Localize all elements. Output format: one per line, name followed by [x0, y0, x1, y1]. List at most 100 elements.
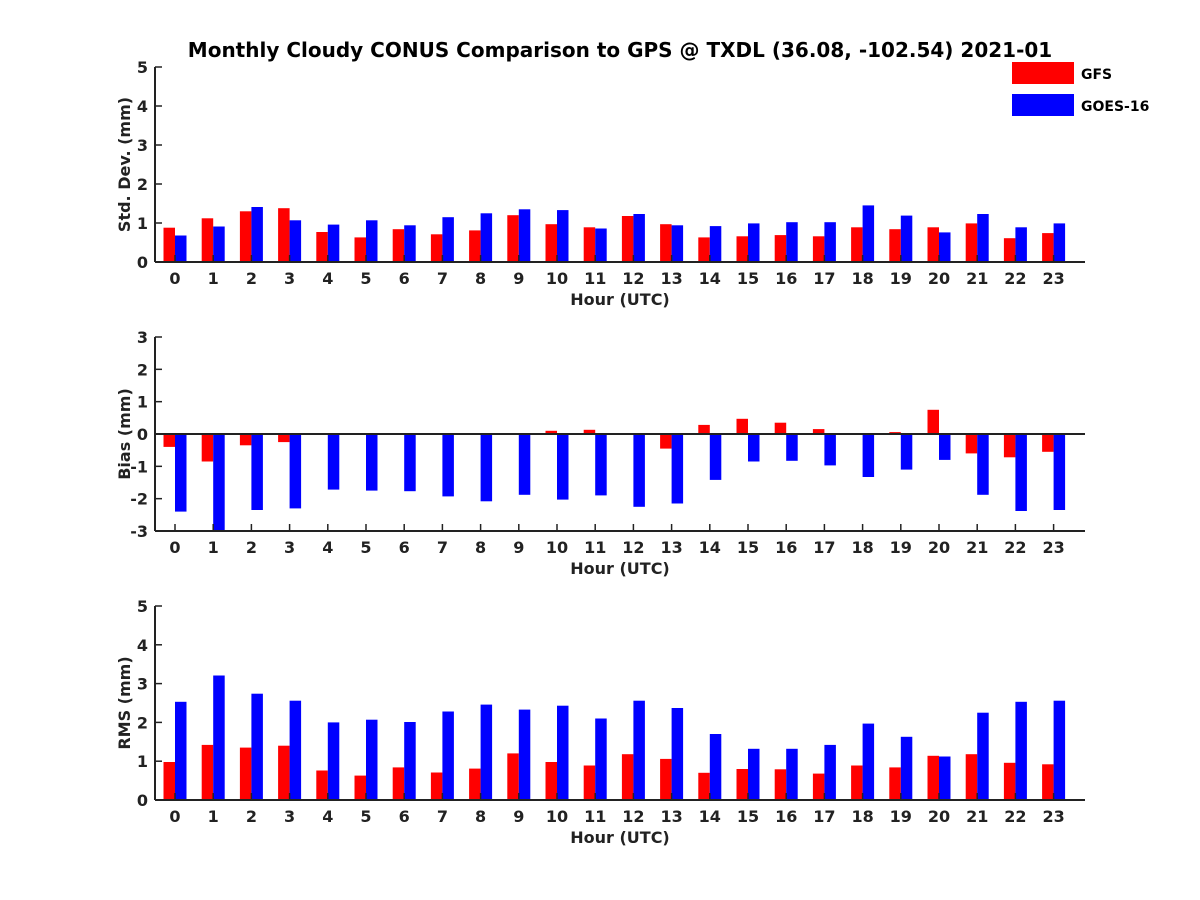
rms-bar-gfs-23 — [1042, 764, 1054, 800]
std-dev-bar-goes16-23 — [1053, 223, 1066, 262]
std-dev-y-tick-label: 1 — [137, 214, 148, 233]
std-dev-x-tick-label: 1 — [208, 269, 219, 288]
bias-x-tick-label: 12 — [622, 538, 644, 557]
rms-bar-goes16-2 — [251, 693, 263, 800]
rms-y-tick-label: 3 — [137, 675, 148, 694]
bias-x-tick-label: 11 — [584, 538, 606, 557]
rms-x-tick-label: 2 — [246, 807, 257, 826]
bias-bar-gfs-10 — [545, 430, 557, 434]
std-dev-x-tick-label: 16 — [775, 269, 797, 288]
rms-x-tick-label: 19 — [890, 807, 912, 826]
rms-x-tick-label: 1 — [208, 807, 219, 826]
std-dev-bar-gfs-7 — [430, 234, 443, 262]
rms-x-tick-label: 12 — [622, 807, 644, 826]
std-dev-bar-gfs-23 — [1042, 233, 1054, 262]
rms-x-tick-label: 18 — [851, 807, 873, 826]
bias-x-tick-label: 8 — [475, 538, 486, 557]
bias-bar-goes16-14 — [709, 434, 722, 480]
bias-y-axis-label: Bias (mm) — [115, 388, 134, 480]
rms-bar-gfs-10 — [545, 762, 557, 800]
bias-bar-gfs-13 — [660, 434, 672, 449]
std-dev-x-tick-label: 9 — [513, 269, 524, 288]
figure-title: Monthly Cloudy CONUS Comparison to GPS @… — [188, 38, 1052, 62]
std-dev-x-tick-label: 23 — [1042, 269, 1064, 288]
rms-bar-goes16-4 — [327, 722, 340, 800]
rms-bar-gfs-22 — [1003, 762, 1016, 800]
bias-bar-gfs-14 — [698, 424, 710, 434]
bias-bar-gfs-2 — [239, 434, 252, 446]
std-dev-bar-goes16-2 — [251, 207, 263, 262]
std-dev-bar-goes16-21 — [977, 214, 989, 262]
std-dev-x-tick-label: 20 — [928, 269, 950, 288]
rms-x-tick-label: 0 — [169, 807, 180, 826]
bias-bar-goes16-9 — [518, 434, 531, 495]
rms-bar-goes16-12 — [633, 700, 645, 800]
rms-bar-goes16-21 — [977, 712, 989, 800]
std-dev-bar-gfs-15 — [736, 236, 748, 262]
std-dev-bar-gfs-14 — [698, 237, 710, 262]
bias-bar-gfs-20 — [927, 409, 939, 435]
rms-x-tick-label: 17 — [813, 807, 835, 826]
rms-y-tick-label: 2 — [137, 713, 148, 732]
bias-bar-goes16-10 — [557, 434, 569, 500]
rms-bar-goes16-16 — [786, 748, 798, 800]
rms-x-tick-label: 5 — [360, 807, 371, 826]
rms-bar-goes16-14 — [709, 734, 722, 800]
rms-bar-gfs-3 — [278, 745, 290, 800]
bias-x-tick-label: 19 — [890, 538, 912, 557]
bias-bar-goes16-2 — [251, 434, 263, 510]
std-dev-bar-gfs-13 — [660, 224, 672, 262]
rms-x-tick-label: 9 — [513, 807, 524, 826]
rms-bar-gfs-9 — [507, 753, 519, 800]
std-dev-y-tick-label: 3 — [137, 136, 148, 155]
rms-bar-gfs-0 — [163, 762, 175, 800]
std-dev-bar-goes16-18 — [862, 205, 875, 262]
std-dev-bar-goes16-5 — [366, 220, 378, 262]
std-dev-x-tick-label: 18 — [851, 269, 873, 288]
std-dev-y-tick-label: 4 — [137, 97, 148, 116]
rms-y-axis-label: RMS (mm) — [115, 656, 134, 749]
rms-bar-gfs-12 — [621, 754, 634, 800]
rms-bar-goes16-9 — [518, 709, 531, 800]
bias-bar-gfs-23 — [1042, 434, 1054, 452]
std-dev-bar-goes16-3 — [289, 220, 302, 262]
std-dev-x-tick-label: 5 — [360, 269, 371, 288]
rms-y-tick-label: 1 — [137, 752, 148, 771]
bias-bar-goes16-7 — [442, 434, 454, 497]
rms-x-tick-label: 4 — [322, 807, 333, 826]
std-dev-bar-goes16-10 — [557, 210, 569, 262]
rms-bar-goes16-22 — [1015, 701, 1027, 800]
rms-bar-goes16-19 — [900, 736, 913, 800]
bias-bar-gfs-21 — [965, 434, 978, 454]
bias-bar-goes16-13 — [671, 434, 684, 504]
std-dev-bar-goes16-15 — [748, 223, 760, 262]
std-dev-bar-goes16-0 — [175, 235, 187, 262]
bias-bar-goes16-12 — [633, 434, 645, 507]
bias-bar-gfs-11 — [583, 429, 596, 434]
legend: GFS GOES-16 — [1012, 62, 1149, 116]
std-dev-bar-goes16-13 — [671, 225, 684, 262]
bias-x-tick-label: 20 — [928, 538, 950, 557]
std-dev-x-tick-label: 2 — [246, 269, 257, 288]
std-dev-x-tick-label: 12 — [622, 269, 644, 288]
rms-bar-gfs-1 — [201, 744, 214, 800]
rms-bar-gfs-4 — [316, 770, 328, 800]
std-dev-y-tick-label: 5 — [137, 58, 148, 77]
std-dev-bar-gfs-19 — [889, 229, 901, 262]
bias-x-tick-label: 15 — [737, 538, 759, 557]
legend-label-goes16: GOES-16 — [1081, 99, 1149, 115]
bias-bar-goes16-22 — [1015, 434, 1027, 511]
rms-bar-goes16-18 — [862, 723, 875, 800]
std-dev-bar-goes16-8 — [480, 213, 493, 263]
bias-bar-gfs-0 — [163, 434, 175, 447]
bias-x-tick-label: 23 — [1042, 538, 1064, 557]
rms-bar-gfs-13 — [660, 758, 672, 800]
bias-bar-goes16-8 — [480, 434, 493, 502]
std-dev-bar-goes16-19 — [900, 215, 913, 262]
std-dev-bar-gfs-18 — [851, 227, 863, 262]
std-dev-bar-goes16-1 — [213, 226, 225, 262]
bias-x-tick-label: 0 — [169, 538, 180, 557]
std-dev-bar-gfs-8 — [469, 230, 481, 262]
bias-x-tick-label: 21 — [966, 538, 988, 557]
